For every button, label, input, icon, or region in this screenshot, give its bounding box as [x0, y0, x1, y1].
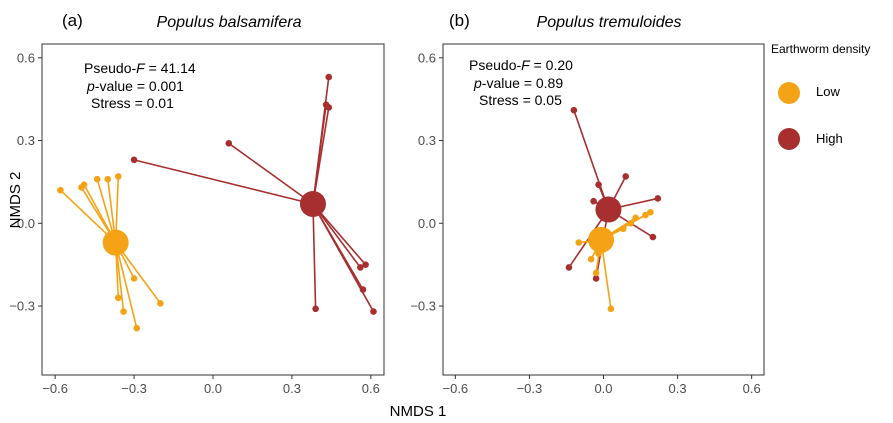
panel-a-point-low — [114, 173, 122, 180]
panel-a-point-low — [114, 294, 122, 302]
legend-label-high: High — [816, 131, 843, 146]
legend-label-low: Low — [816, 84, 840, 99]
panel-a-x-tick-label: 0.6 — [362, 381, 380, 396]
panel-a-spider-high — [312, 203, 361, 268]
panel-b-point-low — [647, 208, 654, 216]
panel-b-point-high — [592, 275, 600, 282]
panel-b-point-low — [607, 305, 615, 313]
panel-a-point-low — [80, 181, 88, 188]
panel-a-point-low — [130, 275, 138, 282]
panel-a-stats: Pseudo-F = 41.14 p-value = 0.001 Stress … — [84, 60, 196, 111]
panel-a-point-low — [157, 299, 164, 307]
panel-b-y-tick-label: −0.3 — [410, 299, 436, 314]
panel-a-y-tick-label: 0.3 — [17, 133, 35, 148]
panel-a-y-tick-label: −0.3 — [9, 299, 35, 314]
panel-a-point-low — [120, 308, 127, 315]
panel-a-x-tick-label: 0.0 — [204, 381, 222, 396]
panel-b-point-low — [632, 214, 639, 222]
panel-b-point-high — [570, 106, 578, 114]
panel-b-point-low — [627, 219, 634, 227]
legend-swatch-low — [778, 82, 800, 104]
panel-b-stress: Stress = 0.05 — [479, 92, 562, 108]
panel-a-point-low — [104, 175, 112, 183]
panel-a-stress: Stress = 0.01 — [91, 95, 174, 111]
panel-a-point-high — [225, 140, 233, 147]
panel-b-tag: (b) — [449, 11, 470, 30]
panel-a-y-tick-label: 0.0 — [17, 216, 35, 231]
panel-a-point-high — [357, 264, 364, 271]
panel-a: (a) Populus balsamifera −0.3 0.0 0.3 0.6 −0… — [9, 11, 385, 396]
panel-a-spider-high — [312, 203, 317, 309]
panel-b-y-tick-label: 0.6 — [418, 50, 436, 65]
panel-a-point-high — [362, 261, 369, 268]
panel-b-p-value: p-value = 0.89 — [473, 75, 563, 91]
panel-a-point-high — [325, 73, 333, 81]
panel-b-y-tick-label: 0.3 — [418, 133, 436, 148]
panel-b-point-high — [590, 197, 597, 205]
panel-b-title: Populus tremuloides — [537, 14, 682, 31]
panel-b-x-ticks: −0.6 −0.3 0.0 0.3 0.6 — [443, 375, 761, 396]
panel-a-point-high — [312, 305, 319, 313]
panel-b-marks — [565, 106, 662, 313]
panel-a-spider-low — [114, 242, 138, 329]
panel-a-point-high — [370, 308, 377, 315]
panel-a-marks — [57, 73, 377, 332]
panel-b-centroid-low — [588, 226, 615, 253]
panel-a-point-low — [93, 175, 101, 183]
panel-b-point-high — [595, 181, 602, 188]
panel-a-x-tick-label: 0.3 — [283, 381, 301, 396]
panel-a-x-ticks: −0.6 −0.3 0.0 0.3 0.6 — [42, 375, 380, 396]
legend-title: Earthworm density — [771, 42, 870, 56]
panel-a-point-high — [130, 156, 138, 164]
panel-a-point-low — [57, 186, 64, 194]
panel-b-point-high — [649, 233, 657, 241]
panel-b-point-low — [619, 225, 627, 233]
panel-b-x-tick-label: 0.0 — [594, 381, 612, 396]
panel-b-point-high — [622, 173, 630, 180]
legend: Earthworm density Low High — [771, 42, 870, 150]
panel-a-title: Populus balsamifera — [157, 14, 302, 31]
panel-b-y-tick-label: 0.0 — [418, 216, 436, 231]
panel-b-point-low — [587, 255, 595, 263]
panel-a-tag: (a) — [62, 11, 83, 30]
panel-b-x-tick-label: −0.6 — [443, 381, 469, 396]
panel-b-point-high — [654, 195, 662, 202]
panel-a-spider-high — [312, 107, 330, 205]
panel-a-p-value: p-value = 0.001 — [86, 78, 184, 94]
panel-b: (b) Populus tremuloides −0.3 0.0 0.3 0.6 −0… — [410, 11, 765, 396]
panel-b-point-low — [592, 269, 600, 277]
panel-b-point-low — [642, 211, 649, 219]
panel-a-pseudo-f: Pseudo-F = 41.14 — [84, 60, 196, 76]
panel-a-spider-high — [312, 203, 375, 312]
panel-a-x-tick-label: −0.6 — [42, 381, 68, 396]
panel-b-point-low — [575, 239, 583, 246]
panel-a-point-high — [359, 286, 367, 293]
panel-b-pseudo-f: Pseudo-F = 0.20 — [469, 57, 573, 73]
x-axis-title: NMDS 1 — [390, 403, 447, 420]
legend-swatch-high — [778, 128, 800, 150]
panel-a-y-tick-label: 0.6 — [17, 50, 35, 65]
panel-b-x-tick-label: 0.6 — [743, 381, 761, 396]
panel-a-point-low — [133, 324, 141, 332]
panel-a-spider-high — [133, 159, 314, 205]
panel-a-centroid-high — [299, 190, 326, 217]
y-axis-title: NMDS 2 — [7, 172, 24, 229]
panel-a-spider-high — [312, 203, 367, 266]
panel-b-point-high — [565, 264, 573, 271]
panel-b-y-ticks: −0.3 0.0 0.3 0.6 — [410, 50, 443, 314]
panel-b-stats: Pseudo-F = 0.20 p-value = 0.89 Stress = … — [469, 57, 573, 108]
panel-b-centroid-high — [595, 196, 622, 223]
panel-a-point-high — [325, 104, 333, 111]
panel-a-y-ticks: −0.3 0.0 0.3 0.6 — [9, 50, 42, 314]
panel-a-centroid-low — [102, 229, 129, 256]
panel-a-spider-high — [228, 142, 314, 205]
panel-b-x-tick-label: −0.3 — [517, 381, 543, 396]
panel-b-x-tick-label: 0.3 — [669, 381, 687, 396]
panel-a-x-tick-label: −0.3 — [121, 381, 147, 396]
